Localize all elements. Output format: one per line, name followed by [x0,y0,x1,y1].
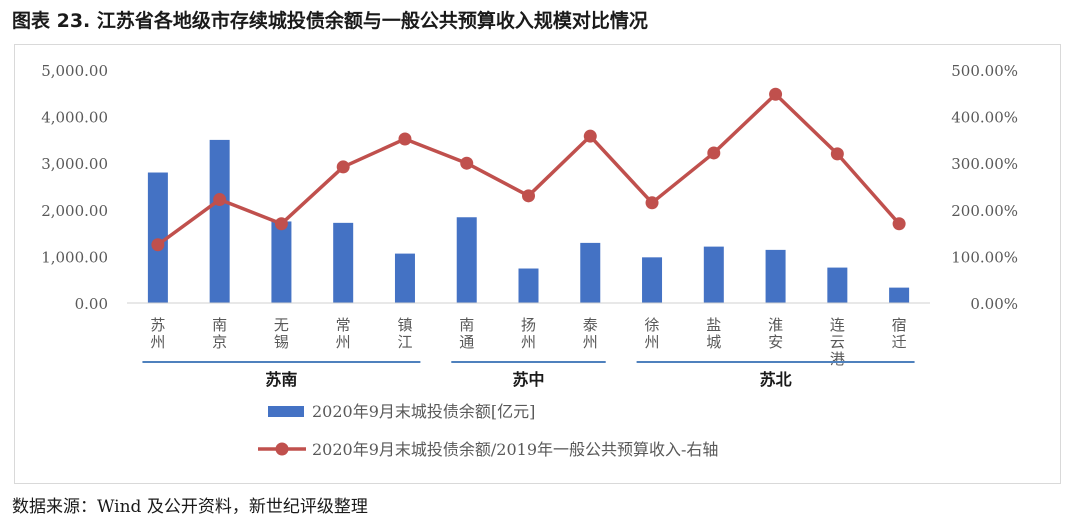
group-label: 苏中 [512,370,544,389]
x-tick-label: 南通 [459,316,474,351]
line-series [151,87,906,252]
bar [642,257,663,303]
line-point [213,193,227,207]
right-axis: 0.00% 100.00% 200.00% 300.00% 400.00% 500.00% [951,62,1018,313]
line-point [707,146,721,160]
line-point [645,196,659,210]
line-point [336,160,350,174]
bar [518,268,539,303]
x-tick-label: 泰州 [583,316,598,351]
left-tick-label: 2,000.00 [41,202,108,220]
chart-frame [14,44,1061,484]
line-point [830,147,844,161]
right-tick-label: 500.00% [951,62,1018,80]
bar [703,246,724,303]
x-axis: 苏州 南京 无锡 常州 镇江 南通 扬州 泰州 徐州 盐城 淮安 连云港 宿迁 [150,316,906,368]
x-tick-label: 扬州 [521,316,536,351]
bar [209,139,230,303]
legend-bar-swatch [268,406,304,417]
right-tick-label: 200.00% [951,202,1018,220]
series-line [156,92,901,247]
group-label: 苏南 [265,370,297,389]
x-tick-label: 徐州 [645,316,660,351]
left-tick-label: 1,000.00 [41,248,108,266]
group-label: 苏北 [760,370,792,389]
line-point [274,217,288,231]
x-tick-label: 盐城 [706,316,721,351]
bar [765,249,786,303]
line-point [522,189,535,203]
bar [147,172,168,303]
left-tick-label: 3,000.00 [41,155,108,173]
x-tick-label: 苏州 [150,316,165,351]
line-point [583,129,597,143]
bar [889,287,910,303]
line-point [769,87,783,101]
left-tick-label: 0.00 [75,295,108,313]
bar-series [147,139,910,303]
bar [271,221,292,303]
bar [456,217,477,303]
bar [580,242,601,303]
legend-label: 2020年9月末城投债余额[亿元] [312,402,535,421]
line-point [398,132,412,146]
x-tick-label: 常州 [336,316,351,351]
source-note: 数据来源：Wind 及公开资料，新世纪评级整理 [12,497,368,517]
bar [394,253,415,303]
region-groups: 苏南 苏中 苏北 [142,361,915,389]
x-tick-label: 连云港 [830,316,845,368]
line-point [151,238,165,252]
x-tick-label: 淮安 [768,316,783,351]
left-axis: 0.00 1,000.00 2,000.00 3,000.00 4,000.00 5,00… [41,62,108,313]
bar [827,267,848,303]
left-tick-label: 4,000.00 [41,109,108,127]
legend: 2020年9月末城投债余额[亿元] 2020年9月末城投债余额/2019年一般公共… [258,402,718,459]
line-point [892,217,906,231]
legend-label: 2020年9月末城投债余额/2019年一般公共预算收入-右轴 [312,440,718,459]
right-tick-label: 300.00% [951,155,1018,173]
bar [333,222,354,303]
right-tick-label: 100.00% [951,248,1018,266]
x-tick-label: 无锡 [274,316,289,351]
legend-line-marker [275,442,289,456]
x-tick-label: 南京 [212,316,227,351]
right-tick-label: 0.00% [970,295,1018,313]
left-tick-label: 5,000.00 [41,62,108,80]
right-tick-label: 400.00% [951,109,1018,127]
x-tick-label: 镇江 [397,316,412,351]
x-tick-label: 宿迁 [892,316,907,351]
page-title: 图表 23. 江苏省各地级市存续城投债余额与一般公共预算收入规模对比情况 [12,10,648,32]
line-point [460,156,474,170]
